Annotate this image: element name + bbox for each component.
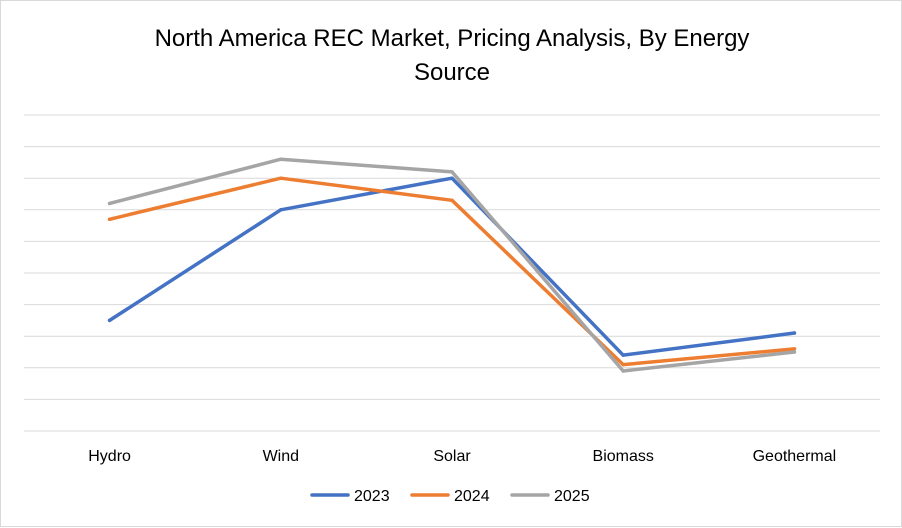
- data-point-2023-hydro: [107, 318, 112, 323]
- legend-label-2024: 2024: [454, 488, 490, 505]
- series-line-2025: [107, 157, 797, 373]
- data-point-2024-biomass: [621, 362, 625, 367]
- data-point-2024-solar: [450, 198, 454, 203]
- data-point-2025-geothermal: [792, 350, 797, 354]
- data-point-2023-geothermal: [792, 331, 797, 335]
- data-point-2024-hydro: [107, 217, 112, 222]
- gridlines: [24, 114, 880, 432]
- series-line-2023: [107, 176, 797, 357]
- x-tick-label-geothermal: Geothermal: [753, 448, 837, 465]
- data-point-2023-wind: [279, 208, 283, 212]
- data-point-2025-hydro: [107, 201, 112, 206]
- chart-title-line-2: Source: [414, 59, 490, 86]
- x-axis-tick-labels: Hydro Wind Solar Biomass Geothermal: [88, 448, 836, 465]
- x-tick-label-wind: Wind: [263, 448, 299, 465]
- x-tick-label-solar: Solar: [433, 448, 471, 465]
- x-tick-label-biomass: Biomass: [593, 448, 654, 465]
- legend-label-2025: 2025: [554, 488, 590, 505]
- data-point-2024-geothermal: [792, 347, 797, 351]
- data-point-2025-biomass: [621, 369, 625, 373]
- x-tick-label-hydro: Hydro: [88, 448, 131, 465]
- chart-title-line-1: North America REC Market, Pricing Analys…: [155, 25, 750, 52]
- series-lines: [107, 157, 797, 373]
- legend-label-2023: 2023: [354, 488, 390, 505]
- data-point-2025-solar: [450, 170, 454, 174]
- data-point-2023-biomass: [621, 353, 625, 357]
- data-point-2023-solar: [450, 176, 454, 180]
- data-point-2025-wind: [279, 157, 283, 161]
- legend: 2023 2024 2025: [310, 488, 590, 505]
- data-point-2024-wind: [279, 176, 283, 180]
